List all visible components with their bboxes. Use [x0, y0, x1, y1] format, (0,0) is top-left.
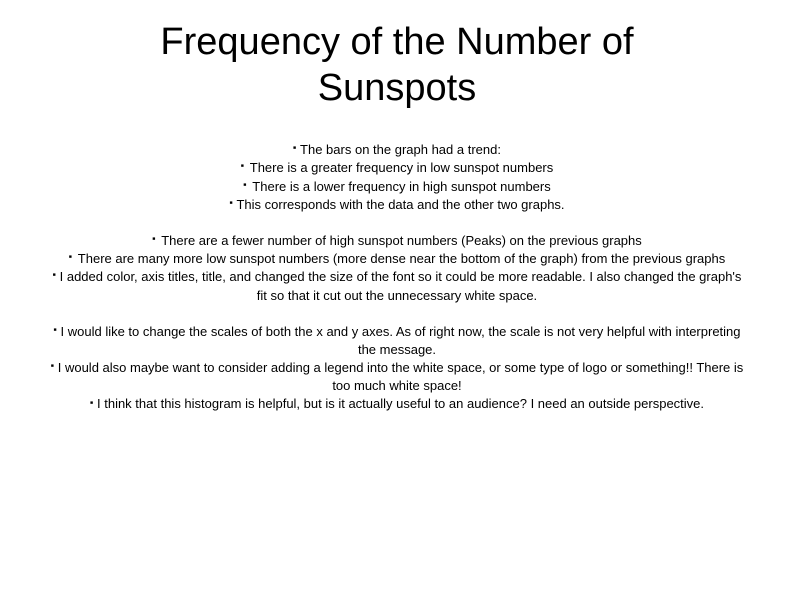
bullet-line: This corresponds with the data and the o…: [50, 196, 744, 214]
page-title: Frequency of the Number of Sunspots: [50, 20, 744, 111]
bullet-line: I would also maybe want to consider addi…: [50, 359, 744, 395]
sub-bullet-line: There are many more low sunspot numbers …: [50, 250, 744, 268]
text-block-3: I would like to change the scales of bot…: [50, 323, 744, 414]
sub-bullet-line: There is a lower frequency in high sunsp…: [50, 178, 744, 196]
bullet-line: I added color, axis titles, title, and c…: [50, 268, 744, 304]
sub-bullet-line: There are a fewer number of high sunspot…: [50, 232, 744, 250]
bullet-line: The bars on the graph had a trend:: [50, 141, 744, 159]
bullet-line: I would like to change the scales of bot…: [50, 323, 744, 359]
bullet-line: I think that this histogram is helpful, …: [50, 395, 744, 413]
sub-bullet-line: There is a greater frequency in low suns…: [50, 159, 744, 177]
text-block-1: The bars on the graph had a trend: There…: [50, 141, 744, 214]
text-block-2: There are a fewer number of high sunspot…: [50, 232, 744, 305]
